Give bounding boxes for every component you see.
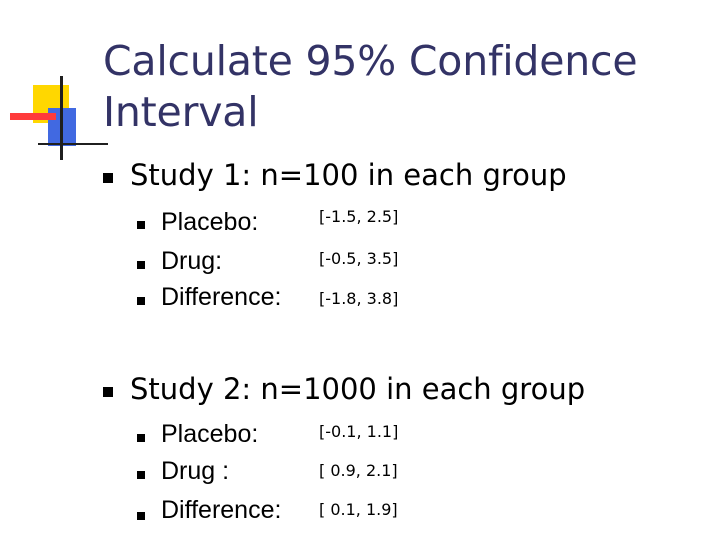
study-1-row-2-interval: [-0.5, 3.5] bbox=[319, 249, 399, 268]
study-1-row-3-bullet-icon bbox=[137, 297, 145, 305]
study-2-bullet-icon bbox=[103, 387, 113, 397]
logo-red-bar bbox=[10, 113, 56, 120]
study-1-heading: Study 1: n=100 in each group bbox=[130, 158, 567, 192]
slide-title: Calculate 95% Confidence Interval bbox=[103, 36, 703, 138]
study-1-row-1-interval: [-1.5, 2.5] bbox=[319, 207, 399, 226]
logo-vertical-line bbox=[60, 76, 63, 160]
study-1-row-1-label: Placebo: bbox=[161, 208, 259, 236]
study-1-row-3-label: Difference: bbox=[161, 283, 282, 311]
study-2-row-1-label: Placebo: bbox=[161, 420, 259, 448]
study-2-row-2-label: Drug : bbox=[161, 457, 230, 485]
slide-logo bbox=[0, 0, 110, 170]
study-2-row-3-label: Difference: bbox=[161, 496, 282, 524]
study-2-row-2-interval: [ 0.9, 2.1] bbox=[319, 461, 398, 480]
study-2-row-3-bullet-icon bbox=[137, 512, 145, 520]
study-1-row-2-bullet-icon bbox=[137, 261, 145, 269]
study-2-row-1-bullet-icon bbox=[137, 434, 145, 442]
study-1-row-3-interval: [-1.8, 3.8] bbox=[319, 289, 399, 308]
study-2-heading: Study 2: n=1000 in each group bbox=[130, 372, 586, 406]
study-2-row-3-interval: [ 0.1, 1.9] bbox=[319, 500, 398, 519]
study-2-row-2-bullet-icon bbox=[137, 471, 145, 479]
title-line-1: Calculate 95% Confidence bbox=[103, 37, 638, 85]
title-line-2: Interval bbox=[103, 88, 259, 136]
study-1-row-2-label: Drug: bbox=[161, 247, 223, 275]
logo-horizontal-line bbox=[38, 143, 108, 145]
study-2-row-1-interval: [-0.1, 1.1] bbox=[319, 422, 399, 441]
study-1-row-1-bullet-icon bbox=[137, 221, 145, 229]
study-1-bullet-icon bbox=[103, 173, 113, 183]
